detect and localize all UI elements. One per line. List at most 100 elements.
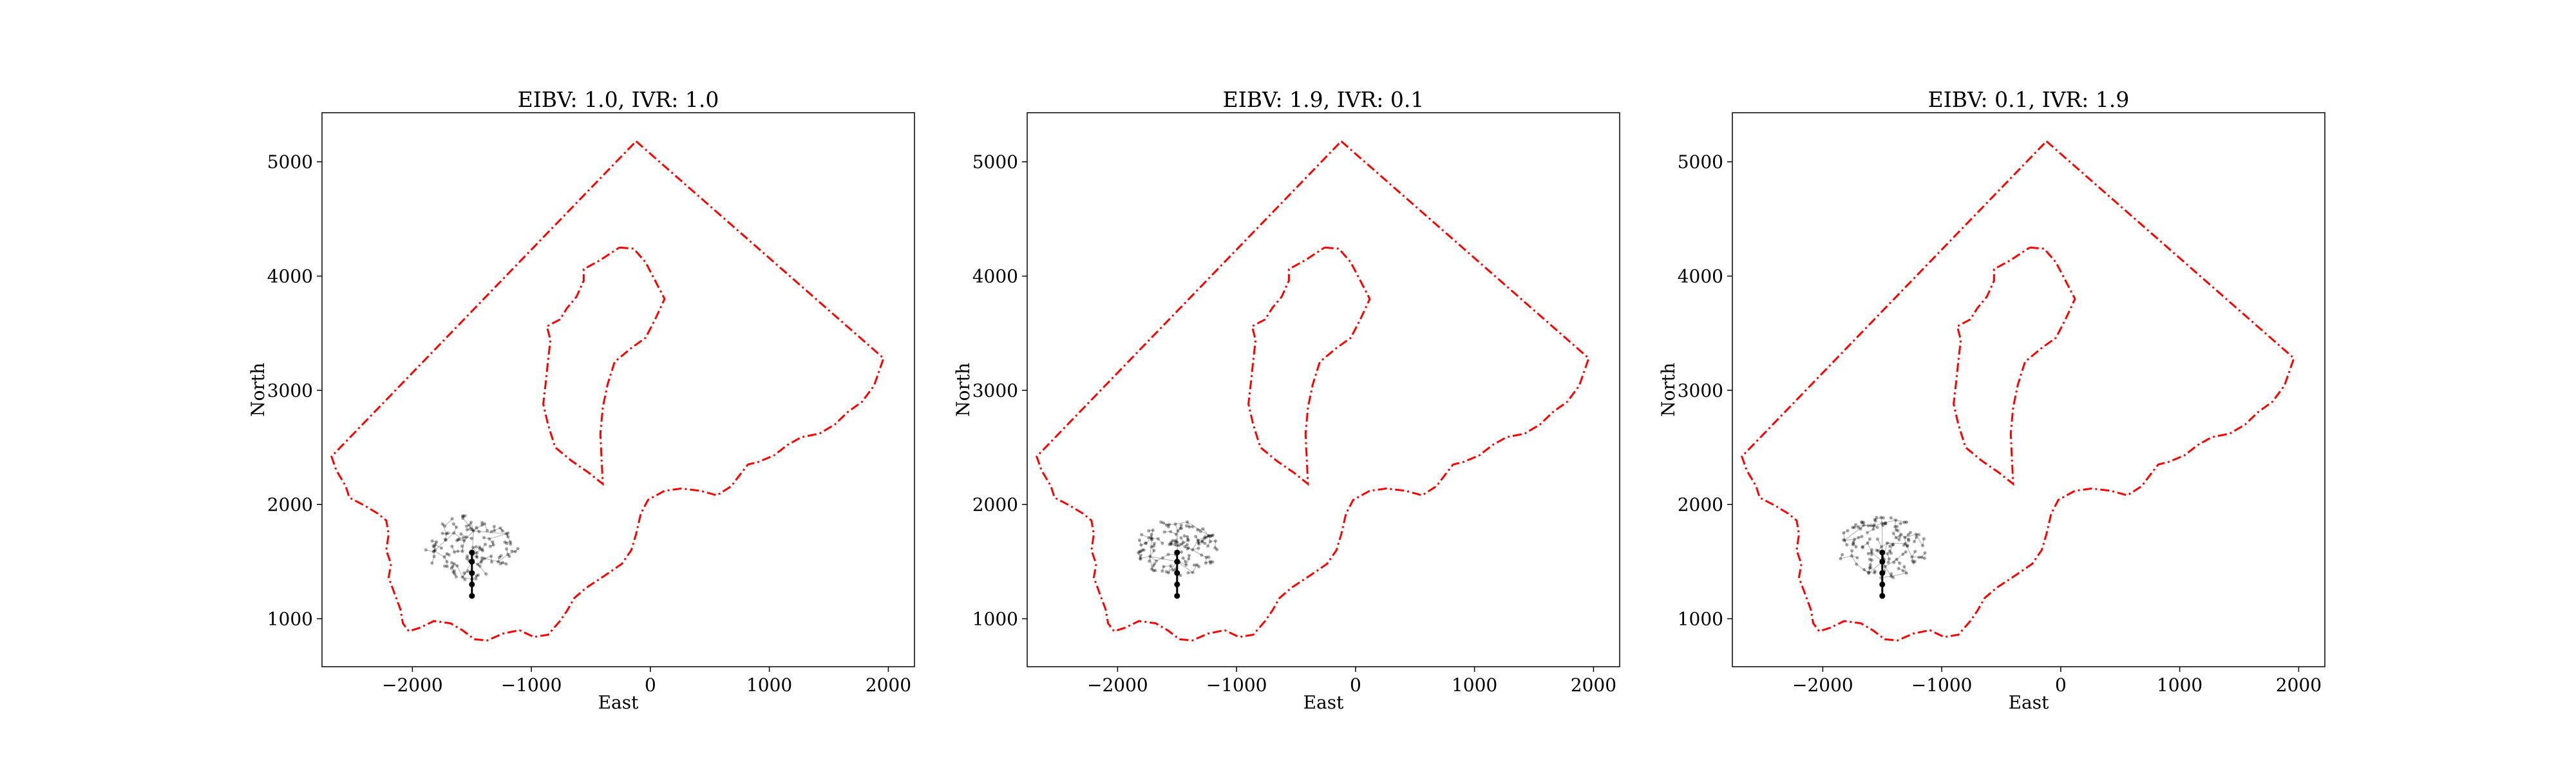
x-tick-label: −1000 <box>1911 674 1973 696</box>
trajectory-point <box>469 581 475 587</box>
tree-node <box>1905 544 1909 548</box>
tree-edge <box>1904 566 1907 573</box>
tree-node <box>465 557 469 560</box>
trajectory-point <box>1174 549 1180 556</box>
tree-edge <box>1882 519 1896 524</box>
tree-edge <box>1204 537 1206 539</box>
y-tick-label: 5000 <box>1678 151 1723 173</box>
tree-node <box>1860 520 1864 524</box>
tree-edge <box>1858 536 1862 539</box>
tree-node <box>432 555 436 558</box>
tree-node <box>1911 560 1915 564</box>
tree-edge <box>1148 537 1152 539</box>
tree-node <box>1852 542 1855 546</box>
tree-node <box>1160 569 1164 573</box>
tree-node <box>431 544 435 548</box>
tree-node <box>1186 546 1190 550</box>
tree-edge <box>467 528 471 530</box>
tree-edge <box>1206 535 1209 538</box>
tree-edge <box>433 549 436 551</box>
tree-edge <box>1175 534 1178 542</box>
tree-edge <box>1843 530 1848 533</box>
tree-node <box>451 570 455 574</box>
tree-edge <box>462 577 466 580</box>
tree-node <box>1142 548 1146 552</box>
tree-node <box>484 572 488 576</box>
panel-2-x-ticks: −2000 −1000 0 1000 2000 <box>1087 667 1616 696</box>
tree-node <box>1888 549 1892 553</box>
tree-node <box>1873 519 1877 523</box>
tree-node <box>1183 545 1187 549</box>
tree-edge <box>1181 542 1184 545</box>
tree-node <box>503 540 507 544</box>
tree-node <box>451 564 455 568</box>
panel-3-plot-area <box>1741 140 2295 642</box>
tree-edge <box>490 544 494 547</box>
tree-edge <box>467 556 469 561</box>
tree-edge <box>1186 558 1189 566</box>
tree-node <box>1854 545 1858 549</box>
tree-edge <box>1887 542 1906 544</box>
tree-node <box>1175 544 1179 548</box>
tree-node <box>1191 571 1195 575</box>
tree-node <box>1209 535 1213 539</box>
tree-edge <box>484 537 490 539</box>
panel-2-plot-area <box>1036 140 1590 642</box>
tree-node <box>457 537 461 541</box>
tree-edge <box>1904 537 1909 540</box>
tree-edge <box>484 523 488 531</box>
tree-edge <box>471 575 478 580</box>
tree-edge <box>500 562 503 564</box>
tree-node <box>1876 549 1880 553</box>
tree-edge <box>498 561 503 564</box>
tree-node <box>1138 549 1142 553</box>
tree-node <box>453 550 457 554</box>
tree-node <box>1870 558 1874 562</box>
tree-edge <box>462 571 469 578</box>
tree-node <box>430 561 434 565</box>
tree-edge <box>1202 540 1206 544</box>
tree-node <box>1889 516 1893 520</box>
tree-edge <box>453 527 457 533</box>
panel-3-title: EIBV: 0.1, IVR: 1.9 <box>1928 87 2130 112</box>
tree-edge <box>482 523 485 526</box>
tree-node <box>1173 522 1177 526</box>
tree-edge <box>1874 517 1877 520</box>
tree-node <box>1897 538 1901 542</box>
tree-edge <box>1868 561 1883 574</box>
tree-edge <box>1173 568 1177 571</box>
tree-edge <box>1175 540 1178 543</box>
tree-edge <box>489 539 494 546</box>
tree-node <box>1168 542 1171 546</box>
panel-2-tree <box>1137 520 1219 577</box>
tree-edge <box>476 527 480 532</box>
tree-node <box>1846 529 1850 533</box>
tree-node <box>432 549 436 553</box>
tree-node <box>1886 560 1890 564</box>
y-tick-label: 3000 <box>267 380 313 401</box>
tree-node <box>1203 535 1207 539</box>
tree-edge <box>1912 560 1914 563</box>
tree-node <box>1191 548 1195 552</box>
tree-node <box>1899 532 1903 537</box>
panel-2-y-ticks: 1000 2000 3000 4000 5000 <box>972 151 1027 630</box>
tree-edge <box>473 546 477 548</box>
tree-node <box>504 532 509 536</box>
tree-edge <box>467 529 474 531</box>
tree-node <box>1895 557 1899 561</box>
tree-edge <box>1902 551 1906 555</box>
tree-edge <box>1899 534 1902 537</box>
tree-node <box>1188 525 1191 529</box>
tree-node <box>1176 529 1180 533</box>
tree-edge <box>1162 554 1169 558</box>
tree-edge <box>473 527 477 531</box>
tree-node <box>1839 557 1842 560</box>
tree-edge <box>1902 570 1907 574</box>
tree-edge <box>1877 539 1882 548</box>
tree-edge <box>1844 540 1848 546</box>
tree-edge <box>1150 550 1155 557</box>
panel-3: EIBV: 0.1, IVR: 1.9 −2000 −1000 0 1000 2000 … <box>1658 87 2325 713</box>
panel-1-axes-frame <box>321 112 915 667</box>
tree-node <box>452 569 457 573</box>
x-tick-label: 0 <box>1350 674 1361 696</box>
